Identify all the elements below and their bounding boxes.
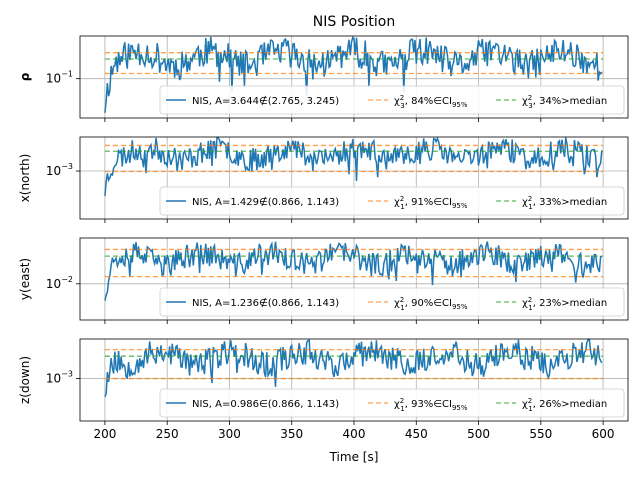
legend-chi-sup: 2: [528, 94, 532, 102]
legend-label-nis: NIS, A=0.986∈(0.866, 1.143): [192, 399, 339, 410]
y-tick-exponent: −3: [61, 162, 73, 171]
legend-label-ci: χ2 1, 91%∈CI95%: [394, 195, 468, 211]
nis-line: [104, 339, 603, 398]
legend-chi-sup: 2: [528, 397, 532, 405]
legend-chi-dof: 1: [400, 405, 404, 413]
x-tick-label: 500: [467, 427, 490, 441]
y-tick-label: 10−1: [46, 70, 73, 86]
legend-text-rest: , 90%∈CI: [405, 298, 452, 309]
legend: NIS, A=3.644∉(2.765, 3.245) χ2 3, 84%∈CI95…: [159, 85, 625, 115]
legend-ci-sub: 95%: [452, 404, 468, 412]
legend-chi-sup: 2: [400, 94, 404, 102]
legend-chi-dof: 1: [400, 203, 404, 211]
legend-chi: χ: [522, 399, 528, 410]
nis-line: [104, 36, 603, 113]
y-tick-base: 10: [46, 164, 61, 178]
x-tick-label: 300: [218, 427, 241, 441]
legend-chi: χ: [522, 197, 528, 208]
legend-ci-sub: 95%: [452, 202, 468, 210]
legend-chi: χ: [394, 298, 400, 309]
legend-text-rest: , 93%∈CI: [405, 399, 452, 410]
x-tick-label: 550: [529, 427, 552, 441]
x-axis-label: Time [s]: [329, 450, 379, 464]
legend-label-ci: χ2 1, 93%∈CI95%: [394, 397, 468, 413]
x-tick-label: 450: [405, 427, 428, 441]
legend-label-median: χ2 3, 34%>median: [522, 94, 607, 110]
legend-chi: χ: [394, 399, 400, 410]
legend-ci-sub: 95%: [452, 303, 468, 311]
x-tick-label: 200: [93, 427, 116, 441]
legend-box: [159, 85, 625, 115]
legend-text-rest: , 33%>median: [533, 197, 607, 208]
legend-text-rest: , 91%∈CI: [405, 197, 452, 208]
legend-label-nis: NIS, A=1.236∉(0.866, 1.143): [192, 297, 339, 309]
y-tick-label: 10−3: [46, 370, 73, 386]
x-tick-label: 350: [280, 427, 303, 441]
legend-chi-dof: 3: [400, 102, 404, 110]
legend: NIS, A=1.429∉(0.866, 1.143) χ2 1, 91%∈CI95…: [159, 186, 625, 216]
y-tick-base: 10: [46, 72, 61, 86]
legend: NIS, A=1.236∉(0.866, 1.143) χ2 1, 90%∈CI95…: [159, 287, 625, 317]
legend-chi-dof: 1: [528, 203, 532, 211]
plot-area: [104, 36, 604, 113]
legend-chi-sup: 2: [528, 195, 532, 203]
y-axis-label: z(down): [18, 356, 32, 404]
legend-box: [159, 186, 625, 216]
legend-chi-dof: 3: [528, 102, 532, 110]
legend-box: [159, 287, 625, 317]
legend-label-ci: χ2 3, 84%∈CI95%: [394, 94, 468, 110]
y-tick-exponent: −3: [61, 370, 73, 379]
legend-text-rest: , 26%>median: [533, 399, 607, 410]
legend-text-rest: , 34%>median: [533, 96, 607, 107]
subplot-3: 10−2y(east)NIS, A=1.236∉(0.866, 1.143) χ2…: [18, 237, 629, 324]
plot-area: [104, 339, 604, 398]
legend-label-median: χ2 1, 26%>median: [522, 397, 607, 413]
legend-chi: χ: [522, 96, 528, 107]
y-tick-exponent: −2: [61, 275, 73, 284]
legend-label-median: χ2 1, 23%>median: [522, 296, 607, 312]
legend-text-rest: , 23%>median: [533, 298, 607, 309]
y-tick-base: 10: [46, 372, 61, 386]
legend-chi-sup: 2: [400, 397, 404, 405]
legend-text-rest: , 84%∈CI: [405, 96, 452, 107]
legend-label-nis: NIS, A=3.644∉(2.765, 3.245): [192, 95, 339, 107]
x-tick-label: 250: [156, 427, 179, 441]
legend: NIS, A=0.986∈(0.866, 1.143) χ2 1, 93%∈CI95…: [159, 388, 625, 418]
y-tick-label: 10−2: [46, 275, 73, 291]
y-axis-label: y(east): [18, 258, 32, 300]
legend-chi-dof: 1: [528, 405, 532, 413]
y-axis-label: x(north): [18, 154, 32, 203]
legend-ci-sub: 95%: [452, 101, 468, 109]
x-tick-label: 400: [343, 427, 366, 441]
x-axis: 200 250 300 350 400 450 500 550 600: [93, 427, 614, 441]
subplot-2: 10−3 x(north) NIS, A=1.429∉(0.866, 1.143) χ…: [18, 136, 629, 223]
y-tick-base: 10: [46, 277, 61, 291]
subplot-4: 10−3z(down)NIS, A=0.986∈(0.866, 1.143) χ2…: [18, 338, 629, 425]
legend-chi: χ: [394, 96, 400, 107]
plot-area: [104, 137, 604, 197]
legend-label-median: χ2 1, 33%>median: [522, 195, 607, 211]
y-axis-label: ρ: [18, 72, 32, 81]
legend-chi-dof: 1: [528, 304, 532, 312]
x-tick-label: 600: [592, 427, 615, 441]
legend-label-ci: χ2 1, 90%∈CI95%: [394, 296, 468, 312]
plot-area: [104, 241, 604, 301]
legend-chi-sup: 2: [528, 296, 532, 304]
legend-chi: χ: [394, 197, 400, 208]
legend-chi-dof: 1: [400, 304, 404, 312]
legend-chi-sup: 2: [400, 195, 404, 203]
legend-chi-sup: 2: [400, 296, 404, 304]
legend-chi: χ: [522, 298, 528, 309]
nis-line: [104, 241, 602, 301]
nis-line: [104, 137, 603, 197]
y-tick-label: 10−3: [46, 162, 73, 178]
legend-box: [159, 388, 625, 418]
figure-title: NIS Position: [313, 14, 395, 30]
legend-label-nis: NIS, A=1.429∉(0.866, 1.143): [192, 196, 339, 208]
y-tick-exponent: −1: [61, 70, 73, 79]
